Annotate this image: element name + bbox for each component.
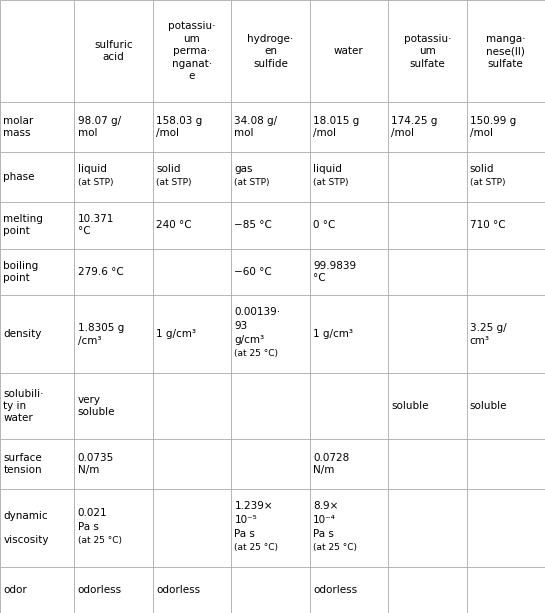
Text: g/cm³: g/cm³ (234, 335, 264, 345)
Text: 3.25 g/
cm³: 3.25 g/ cm³ (470, 323, 506, 346)
Text: 0.0728
N/m: 0.0728 N/m (313, 452, 349, 475)
Text: (at STP): (at STP) (313, 178, 348, 187)
Text: 0.0735
N/m: 0.0735 N/m (77, 452, 114, 475)
Text: potassiu·
um
perma·
nganat·
e: potassiu· um perma· nganat· e (168, 21, 216, 81)
Text: 1.239×: 1.239× (234, 501, 273, 511)
Text: (at 25 °C): (at 25 °C) (234, 543, 278, 552)
Text: manga·
nese(II)
sulfate: manga· nese(II) sulfate (486, 34, 525, 69)
Text: solubili·
ty in
water: solubili· ty in water (3, 389, 44, 424)
Text: 1 g/cm³: 1 g/cm³ (313, 329, 353, 340)
Text: odor: odor (3, 585, 27, 595)
Text: solid: solid (156, 164, 180, 174)
Text: 0.00139·: 0.00139· (234, 307, 281, 317)
Text: (at STP): (at STP) (470, 178, 505, 187)
Text: 0.021: 0.021 (77, 508, 107, 518)
Text: solid: solid (470, 164, 494, 174)
Text: Pa s: Pa s (234, 529, 256, 539)
Text: 10⁻⁴: 10⁻⁴ (313, 515, 336, 525)
Text: boiling
point: boiling point (3, 261, 39, 283)
Text: 240 °C: 240 °C (156, 220, 192, 230)
Text: (at 25 °C): (at 25 °C) (234, 349, 278, 359)
Text: Pa s: Pa s (77, 522, 99, 532)
Text: odorless: odorless (77, 585, 122, 595)
Text: sulfuric
acid: sulfuric acid (94, 40, 133, 63)
Text: surface
tension: surface tension (3, 452, 42, 475)
Text: liquid: liquid (77, 164, 106, 174)
Text: odorless: odorless (313, 585, 357, 595)
Text: 8.9×: 8.9× (313, 501, 338, 511)
Text: (at 25 °C): (at 25 °C) (77, 536, 122, 545)
Text: (at 25 °C): (at 25 °C) (313, 543, 357, 552)
Text: liquid: liquid (313, 164, 342, 174)
Text: phase: phase (3, 172, 35, 182)
Text: 98.07 g/
mol: 98.07 g/ mol (77, 116, 120, 139)
Text: 710 °C: 710 °C (470, 220, 505, 230)
Text: (at STP): (at STP) (77, 178, 113, 187)
Text: odorless: odorless (156, 585, 200, 595)
Text: 10⁻⁵: 10⁻⁵ (234, 515, 257, 525)
Text: 174.25 g
/mol: 174.25 g /mol (391, 116, 438, 139)
Text: soluble: soluble (470, 401, 507, 411)
Text: 0 °C: 0 °C (313, 220, 335, 230)
Text: (at STP): (at STP) (234, 178, 270, 187)
Text: 34.08 g/
mol: 34.08 g/ mol (234, 116, 277, 139)
Text: gas: gas (234, 164, 253, 174)
Text: molar
mass: molar mass (3, 116, 34, 139)
Text: −60 °C: −60 °C (234, 267, 272, 277)
Text: 158.03 g
/mol: 158.03 g /mol (156, 116, 202, 139)
Text: (at STP): (at STP) (156, 178, 191, 187)
Text: density: density (3, 329, 41, 340)
Text: 18.015 g
/mol: 18.015 g /mol (313, 116, 359, 139)
Text: 150.99 g
/mol: 150.99 g /mol (470, 116, 516, 139)
Text: Pa s: Pa s (313, 529, 334, 539)
Text: melting
point: melting point (3, 214, 43, 237)
Text: 93: 93 (234, 321, 248, 331)
Text: water: water (334, 46, 364, 56)
Text: −85 °C: −85 °C (234, 220, 272, 230)
Text: 1 g/cm³: 1 g/cm³ (156, 329, 196, 340)
Text: 1.8305 g
/cm³: 1.8305 g /cm³ (77, 323, 124, 346)
Text: 10.371
°C: 10.371 °C (77, 214, 114, 237)
Text: 99.9839
°C: 99.9839 °C (313, 261, 356, 283)
Text: very
soluble: very soluble (77, 395, 115, 417)
Text: hydroge·
en
sulfide: hydroge· en sulfide (247, 34, 294, 69)
Text: potassiu·
um
sulfate: potassiu· um sulfate (404, 34, 451, 69)
Text: 279.6 °C: 279.6 °C (77, 267, 123, 277)
Text: dynamic

viscosity: dynamic viscosity (3, 511, 49, 546)
Text: soluble: soluble (391, 401, 429, 411)
